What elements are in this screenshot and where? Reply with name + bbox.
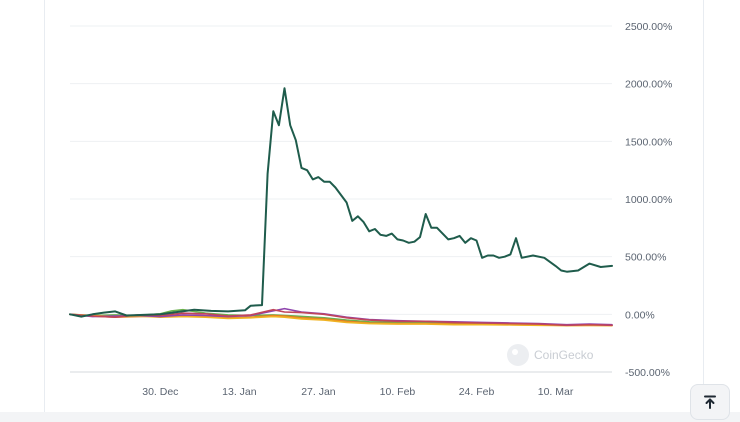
x-tick-label: 24. Feb: [459, 386, 495, 398]
x-tick-label: 13. Jan: [222, 386, 257, 398]
page-bottom-strip: [0, 412, 740, 422]
chart-series: [69, 87, 613, 327]
arrow-up-to-line-icon: [704, 395, 716, 409]
x-tick-label: 27. Jan: [301, 386, 336, 398]
x-tick-label: 10. Feb: [380, 386, 416, 398]
y-tick-label: 1500.00%: [625, 136, 672, 148]
y-axis-tick-labels: 2500.00% 2000.00% 1500.00% 1000.00% 500.00% 0…: [625, 21, 672, 379]
coingecko-logo-icon: [507, 344, 529, 366]
performance-line-chart: 2500.00% 2000.00% 1500.00% 1000.00% 500.00% 0…: [69, 21, 672, 398]
y-tick-label: 500.00%: [625, 252, 666, 264]
coingecko-watermark: CoinGecko: [507, 344, 594, 366]
watermark-label: CoinGecko: [534, 348, 594, 362]
chart-card: [44, 0, 704, 422]
x-tick-label: 30. Dec: [142, 386, 178, 398]
y-tick-label: 0.00%: [625, 309, 655, 321]
y-tick-label: -500.00%: [625, 367, 670, 379]
series-line: [69, 87, 613, 318]
x-axis-tick-labels: 30. Dec 13. Jan 27. Jan 10. Feb 24. Feb 10. M…: [142, 386, 574, 398]
scroll-to-top-button[interactable]: [690, 384, 730, 420]
y-tick-label: 2500.00%: [625, 21, 672, 33]
y-tick-label: 1000.00%: [625, 194, 672, 206]
x-tick-label: 10. Mar: [538, 386, 574, 398]
y-tick-label: 2000.00%: [625, 79, 672, 91]
